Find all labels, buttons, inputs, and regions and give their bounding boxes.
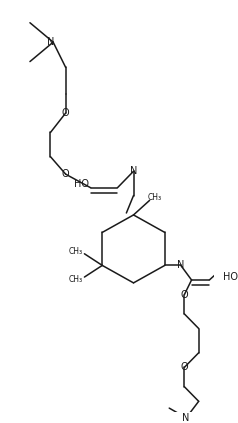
Text: O: O [62,108,69,118]
Text: N: N [177,261,184,270]
Text: CH₃: CH₃ [68,247,83,256]
Text: N: N [183,413,190,423]
Text: O: O [62,169,69,179]
Text: CH₃: CH₃ [68,275,83,283]
Text: O: O [181,289,188,299]
Text: CH₃: CH₃ [148,193,162,202]
Text: N: N [130,166,137,176]
Text: HO: HO [223,272,238,282]
Text: N: N [47,37,54,47]
Text: O: O [181,363,188,372]
Text: HO: HO [74,179,89,189]
